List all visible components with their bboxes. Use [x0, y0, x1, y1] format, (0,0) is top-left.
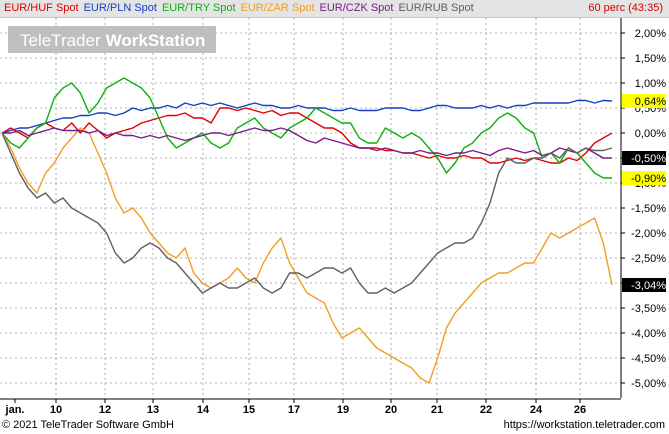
- y-tick-label: 0,00%: [635, 128, 666, 140]
- series-line[interactable]: [2, 77, 612, 179]
- last-value-label: 0,64%: [635, 96, 666, 108]
- y-tick-label: -2,00%: [631, 228, 666, 240]
- x-axis: jan. 10 12 13 14 15 17 19 20 21 22 24 26: [5, 399, 586, 416]
- grid-layer: [0, 18, 621, 399]
- last-value-box: [622, 278, 666, 292]
- x-tick-label: 19: [337, 404, 349, 416]
- y-tick-label: -3,50%: [631, 303, 666, 315]
- y-tick-label: 1,00%: [635, 78, 666, 90]
- legend-entry[interactable]: EUR/RUB Spot: [398, 2, 474, 14]
- x-tick-label: 21: [431, 404, 443, 416]
- x-tick-label: 12: [99, 404, 111, 416]
- legend-entry[interactable]: EUR/TRY Spot: [161, 2, 236, 14]
- legend-entry[interactable]: EUR/CZK Spot: [319, 2, 394, 14]
- website-link[interactable]: https://workstation.teletrader.com: [503, 419, 665, 431]
- period-label: 60 perc (43:35): [588, 2, 663, 14]
- x-tick-label: 10: [50, 404, 62, 416]
- y-tick-label: 2,00%: [635, 28, 666, 40]
- last-value-labels: 0,64% -0,90% -3,04% -0,50%: [622, 94, 666, 292]
- y-tick-label: -5,00%: [631, 378, 666, 390]
- x-tick-label: 22: [480, 404, 492, 416]
- legend-items: EUR/HUF Spot EUR/PLN Spot EUR/TRY Spot EUR/…: [4, 2, 479, 14]
- last-value-box: [622, 151, 666, 165]
- x-tick-label: 20: [385, 404, 397, 416]
- x-tick-label: 17: [288, 404, 300, 416]
- last-value-label: -0,50%: [631, 153, 666, 165]
- y-tick-label: 1,50%: [635, 53, 666, 65]
- legend-bar: EUR/HUF Spot EUR/PLN Spot EUR/TRY Spot EUR/…: [0, 0, 669, 18]
- legend-entry[interactable]: EUR/HUF Spot: [4, 2, 79, 14]
- footer: © 2021 TeleTrader Software GmbH https://…: [0, 418, 669, 434]
- legend-entry[interactable]: EUR/ZAR Spot: [240, 2, 315, 14]
- last-value-label: -0,90%: [631, 173, 666, 185]
- series-layer: [2, 77, 613, 384]
- series-line[interactable]: [2, 99, 613, 134]
- x-tick-label: 15: [243, 404, 255, 416]
- x-tick-label: 24: [530, 404, 543, 416]
- series-line[interactable]: [2, 127, 612, 159]
- watermark-box: [8, 26, 216, 53]
- x-tick-label: 26: [574, 404, 586, 416]
- last-value-label: -3,04%: [631, 280, 666, 292]
- last-value-box: [622, 171, 666, 185]
- x-tick-label: 13: [147, 404, 159, 416]
- series-line[interactable]: [2, 107, 613, 164]
- watermark-text: TeleTrader WorkStation: [20, 31, 205, 50]
- y-tick-label: -4,50%: [631, 353, 666, 365]
- x-tick-label: 14: [197, 404, 210, 416]
- copyright: © 2021 TeleTrader Software GmbH: [2, 419, 174, 431]
- series-line[interactable]: [2, 127, 613, 384]
- y-tick-label: -2,50%: [631, 253, 666, 265]
- last-value-box: [622, 94, 666, 108]
- y-tick-label: -1,50%: [631, 203, 666, 215]
- y-axis: 2,00%1,50%1,00%0,50%0,00%-0,50%-1,00%-1,…: [621, 28, 666, 390]
- series-line[interactable]: [2, 132, 613, 294]
- x-tick-label: jan.: [5, 404, 25, 416]
- y-tick-label: -4,00%: [631, 328, 666, 340]
- legend-entry[interactable]: EUR/PLN Spot: [83, 2, 157, 14]
